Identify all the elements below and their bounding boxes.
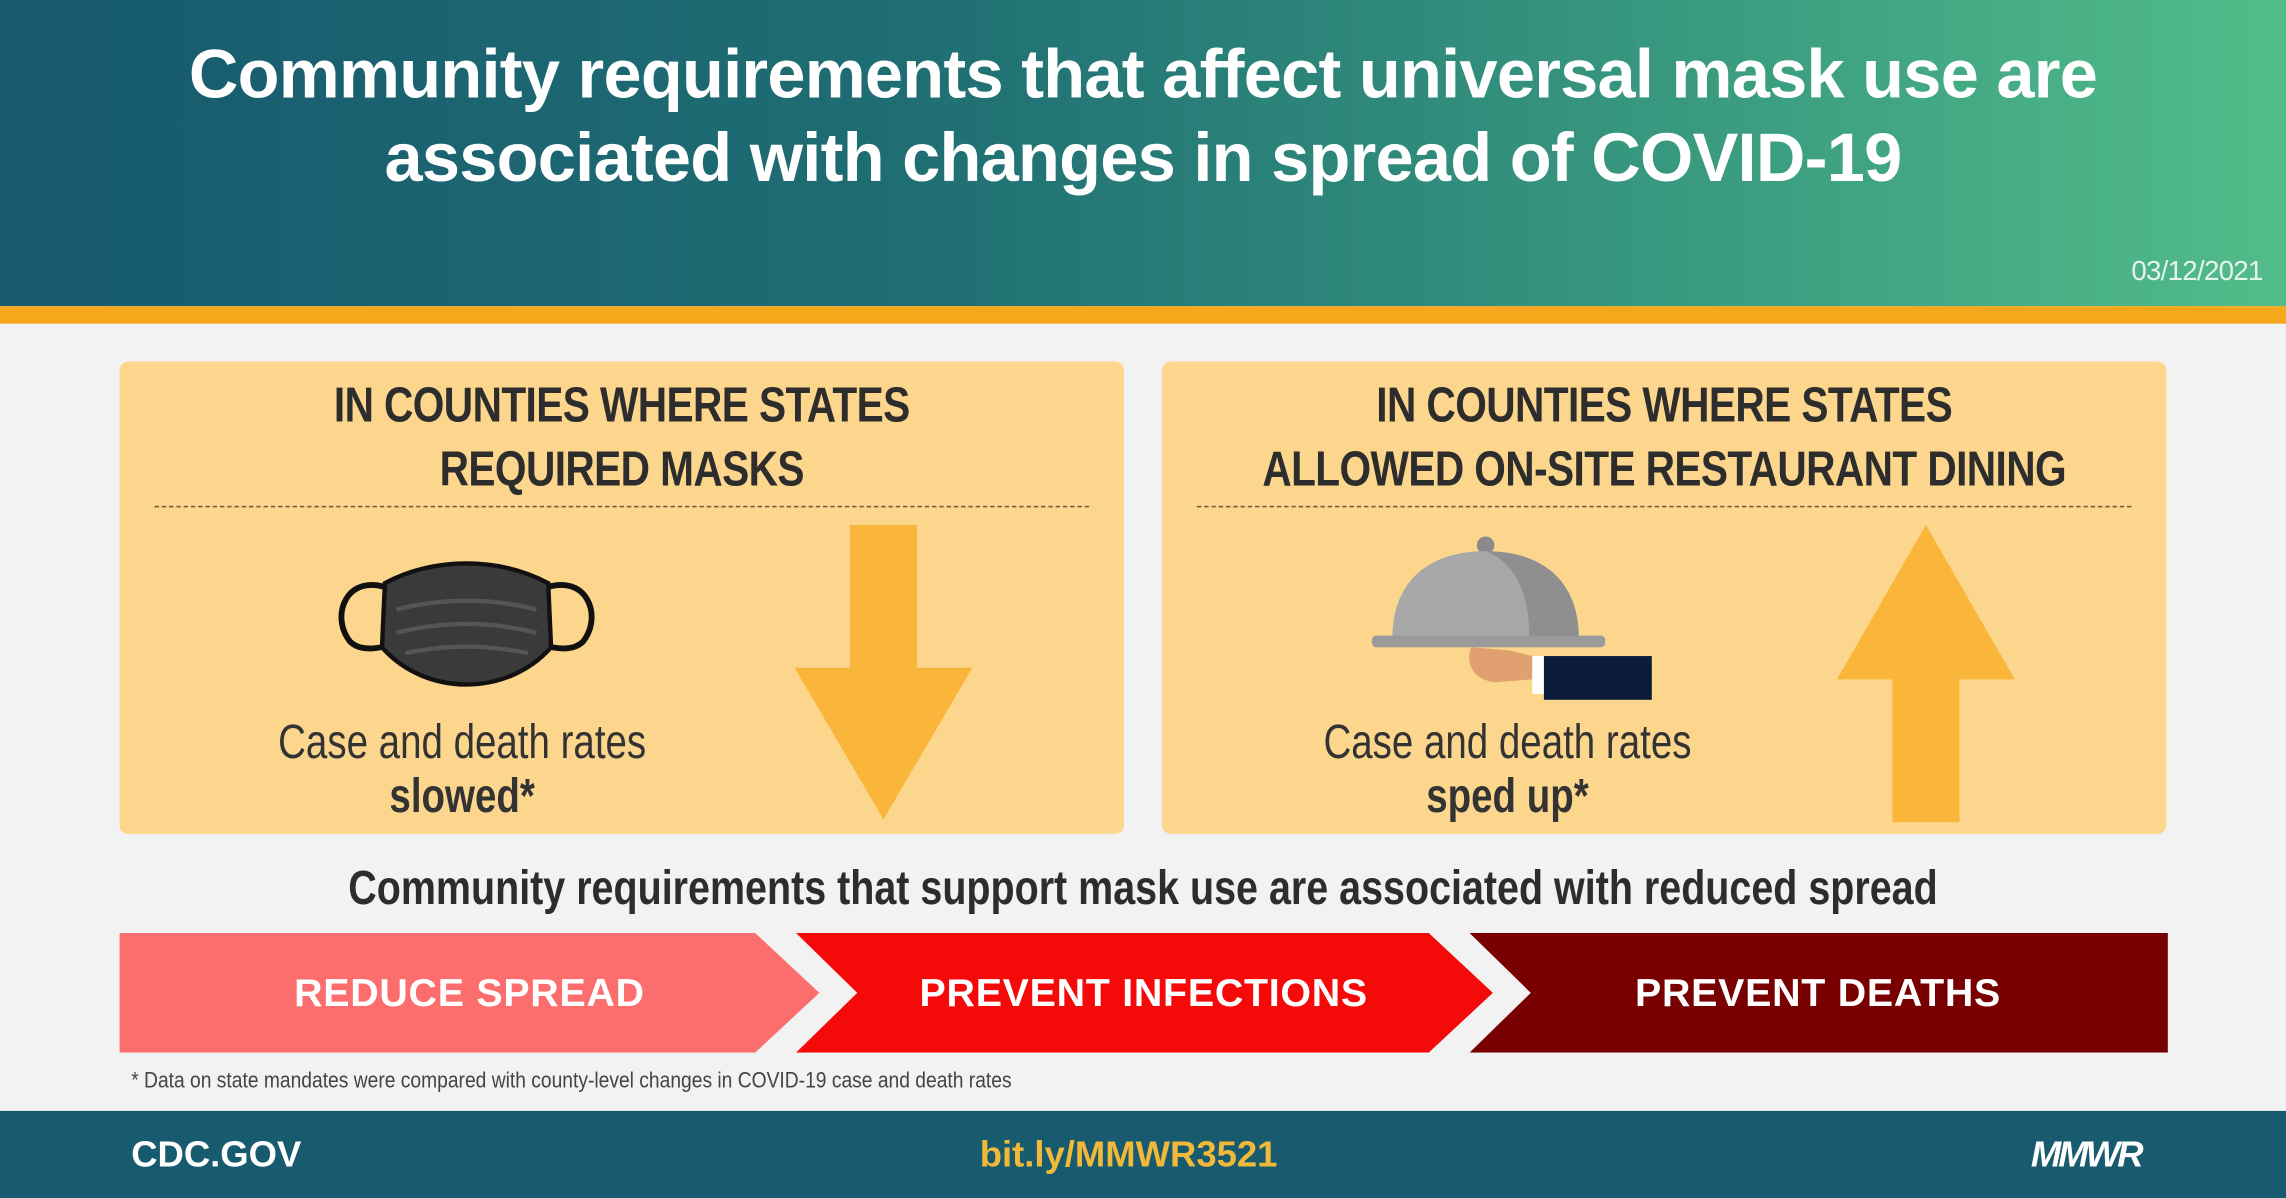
panel-heading: IN COUNTIES WHERE STATES ALLOWED ON-SITE … — [1252, 373, 2076, 501]
face-mask-icon — [338, 561, 595, 687]
effect-text: slowed* — [389, 768, 535, 823]
caption-text: Case and death rates — [278, 714, 647, 769]
panel-caption: Case and death rates sped up* — [1303, 714, 1711, 822]
cdc-link[interactable]: CDC.GOV — [131, 1134, 302, 1176]
mmwr-short-link[interactable]: bit.ly/MMWR3521 — [979, 1134, 1278, 1176]
steps-labels: REDUCE SPREAD PREVENT INFECTIONS PREVENT… — [120, 933, 2168, 1053]
panel-caption: Case and death rates slowed* — [258, 714, 666, 822]
step-label: REDUCE SPREAD — [294, 970, 645, 1015]
steps-chevrons — [119, 933, 2168, 1053]
effect-text: sped up* — [1426, 768, 1589, 823]
step-reduce-spread — [119, 933, 820, 1053]
heading-line-1: IN COUNTIES WHERE STATES — [1376, 377, 1953, 433]
header-banner: Community requirements that affect unive… — [0, 0, 2286, 307]
serving-cloche-icon — [1371, 536, 1652, 700]
panel-heading: IN COUNTIES WHERE STATES REQUIRED MASKS — [210, 373, 1034, 501]
arrow-up-icon — [1836, 524, 2015, 823]
divider — [154, 505, 1090, 508]
step-prevent-deaths — [1469, 933, 2168, 1053]
footnote: * Data on state mandates were compared w… — [131, 1068, 1012, 1094]
footer-bar: CDC.GOV bit.ly/MMWR3521 MMWR — [0, 1110, 2286, 1198]
caption-text: Case and death rates — [1323, 714, 1692, 769]
publish-date: 03/12/2021 — [2131, 256, 2263, 288]
step-label: PREVENT DEATHS — [1635, 970, 2001, 1015]
heading-line-2: ALLOWED ON-SITE RESTAURANT DINING — [1262, 441, 2067, 498]
tagline: Community requirements that support mask… — [348, 860, 1938, 915]
heading-line-2: REQUIRED MASKS — [439, 441, 805, 498]
step-label: PREVENT INFECTIONS — [919, 970, 1368, 1015]
accent-bar — [0, 306, 2286, 324]
divider — [1196, 505, 2132, 508]
panel-masks-required: IN COUNTIES WHERE STATES REQUIRED MASKS C… — [119, 361, 1125, 834]
mmwr-logo: MMWR — [2030, 1134, 2144, 1176]
arrow-down-icon — [794, 524, 973, 820]
page-title: Community requirements that affect unive… — [188, 34, 2098, 196]
heading-line-1: IN COUNTIES WHERE STATES — [333, 377, 910, 433]
step-prevent-infections — [796, 933, 1493, 1053]
panel-restaurant-dining: IN COUNTIES WHERE STATES ALLOWED ON-SITE … — [1161, 361, 2167, 834]
